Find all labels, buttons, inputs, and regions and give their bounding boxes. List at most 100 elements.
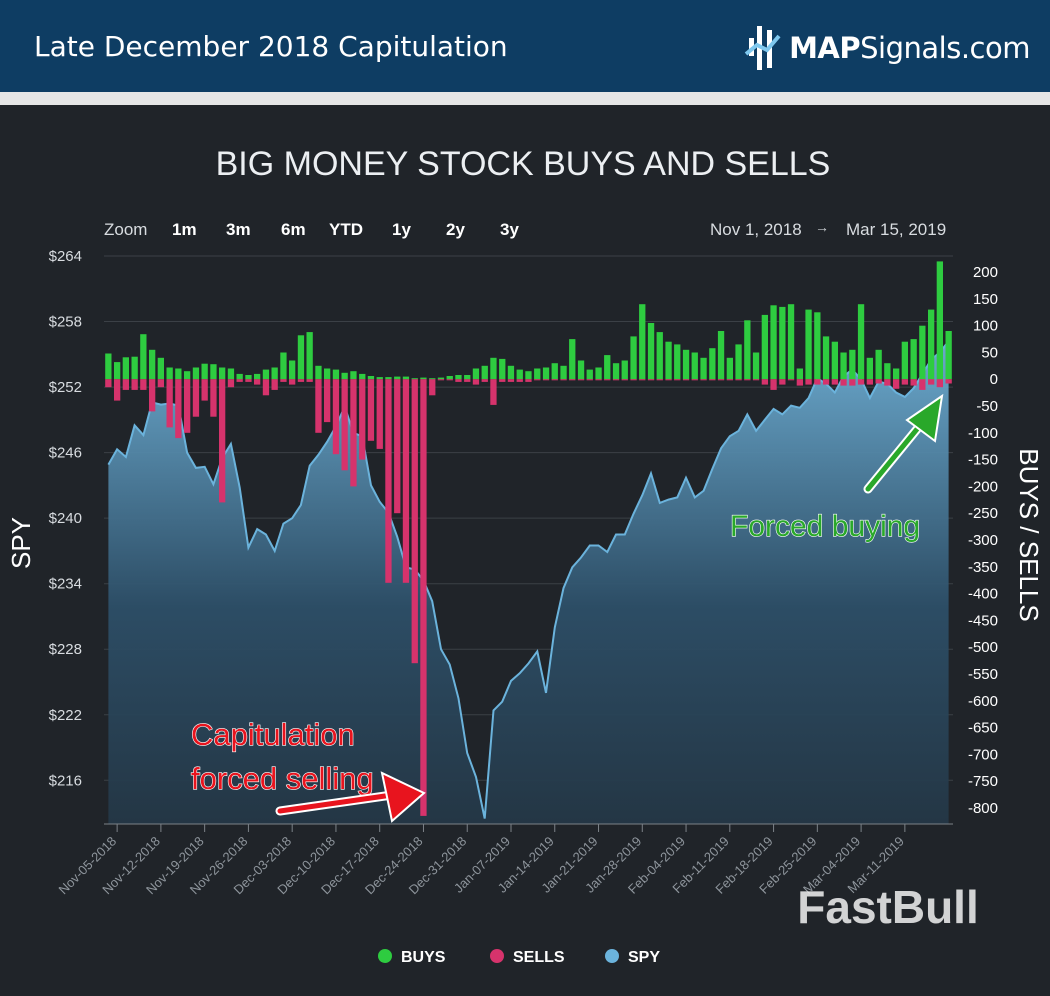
buys-bar xyxy=(254,373,261,380)
zoom-3y-button[interactable]: 3y xyxy=(500,220,519,239)
buys-bar xyxy=(884,363,891,380)
capitulation-annotation-line2: forced selling xyxy=(191,761,374,796)
buys-bar xyxy=(446,376,453,380)
buys-bar xyxy=(394,376,401,380)
buys-bar xyxy=(875,349,882,380)
buys-bar xyxy=(647,323,655,380)
buys-bar xyxy=(402,376,410,380)
header-bar: Late December 2018 Capitulation MAPSigna… xyxy=(0,0,1050,92)
buys-bar xyxy=(157,357,164,380)
chart-title: BIG MONEY STOCK BUYS AND SELLS xyxy=(216,145,831,183)
legend-label: SPY xyxy=(628,949,660,966)
buys-bar xyxy=(577,360,585,380)
sells-bar xyxy=(875,379,882,384)
right-tick-label: -250 xyxy=(968,505,998,522)
legend-marker xyxy=(490,949,504,963)
buys-bar xyxy=(149,349,156,380)
buys-bar xyxy=(534,368,541,380)
sells-bar xyxy=(569,379,576,381)
left-tick-label: $228 xyxy=(49,641,82,658)
red-arrow-head xyxy=(380,771,426,823)
buys-bar xyxy=(236,373,243,380)
buys-bar xyxy=(367,376,375,380)
right-tick-label: -350 xyxy=(968,559,998,576)
sells-bar xyxy=(744,379,751,381)
green-arrow-shaft xyxy=(865,420,925,492)
buys-bar xyxy=(805,309,812,380)
sells-bar xyxy=(779,379,786,385)
sells-bar xyxy=(149,379,156,412)
sells-bar xyxy=(560,379,567,381)
buys-bar xyxy=(822,336,830,380)
right-tick-label: -200 xyxy=(968,478,998,495)
brand-logo[interactable]: MAPSignals.com xyxy=(743,24,1030,72)
buys-bar xyxy=(814,312,821,380)
sells-bar xyxy=(840,379,847,386)
buys-bar xyxy=(411,378,418,380)
sells-bar xyxy=(945,379,952,384)
buys-bar xyxy=(499,358,506,380)
zoom-1m-button[interactable]: 1m xyxy=(172,220,197,239)
right-tick-label: -800 xyxy=(968,800,998,817)
sells-bar xyxy=(700,379,707,381)
left-tick-label: $216 xyxy=(49,772,82,789)
sells-bar xyxy=(140,379,147,390)
sells-bar xyxy=(245,379,252,382)
zoom-ytd-button[interactable]: YTD xyxy=(329,220,363,239)
buys-bar xyxy=(893,368,900,380)
buys-bar xyxy=(507,365,515,380)
zoom-6m-button[interactable]: 6m xyxy=(281,220,306,239)
right-tick-label: -550 xyxy=(968,666,998,683)
sells-bar xyxy=(219,379,226,503)
sells-bar xyxy=(621,379,628,381)
sells-bar xyxy=(831,379,838,385)
zoom-3m-button[interactable]: 3m xyxy=(226,220,251,239)
sells-bar xyxy=(385,379,392,583)
buys-bar xyxy=(849,349,856,380)
buys-bar xyxy=(245,375,252,380)
zoom-2y-button[interactable]: 2y xyxy=(446,220,465,239)
buys-bar xyxy=(131,356,138,380)
buys-bar xyxy=(919,325,926,380)
sells-bar xyxy=(280,379,287,382)
buys-bar xyxy=(569,339,576,380)
date-range-to[interactable]: Mar 15, 2019 xyxy=(846,220,947,239)
zoom-1y-button[interactable]: 1y xyxy=(392,220,411,239)
buys-bar xyxy=(481,365,488,380)
sells-bar xyxy=(866,379,873,385)
buys-bar xyxy=(140,334,147,380)
sells-bar xyxy=(490,379,497,405)
right-tick-label: -600 xyxy=(968,693,998,710)
sells-bar xyxy=(402,379,410,583)
buys-bar xyxy=(665,341,672,380)
annotations: Capitulation forced selling Forced buying xyxy=(190,393,944,823)
buys-bar xyxy=(928,309,935,380)
buys-bar xyxy=(175,368,182,380)
legend-marker xyxy=(378,949,392,963)
buys-bar xyxy=(901,341,908,380)
range-selector: Zoom 1m 3m 6m YTD 1y 2y 3y Nov 1, 2018 →… xyxy=(0,216,1050,244)
buys-bar xyxy=(831,341,838,380)
sells-bar xyxy=(595,379,602,381)
left-tick-label: $234 xyxy=(49,576,82,593)
buys-bar xyxy=(122,357,129,380)
sells-bar xyxy=(849,379,856,386)
buys-bar xyxy=(166,367,173,380)
sells-bar xyxy=(691,379,698,381)
buys-bar xyxy=(779,306,786,380)
buys-bar xyxy=(297,335,305,380)
sells-bar xyxy=(551,379,558,381)
sells-bar xyxy=(289,379,296,385)
buys-bar xyxy=(586,369,593,380)
sells-bar xyxy=(455,379,462,382)
watermark: FastBull xyxy=(797,881,978,933)
spy-line xyxy=(107,340,950,819)
buys-bar xyxy=(280,352,287,380)
right-tick-label: -650 xyxy=(968,720,998,737)
sells-bar xyxy=(516,379,523,382)
sells-bar xyxy=(928,379,935,385)
sells-bar xyxy=(341,379,348,471)
date-range-from[interactable]: Nov 1, 2018 xyxy=(710,220,802,239)
capitulation-annotation-line1: Capitulation xyxy=(191,717,355,752)
buys-bar xyxy=(612,363,620,380)
